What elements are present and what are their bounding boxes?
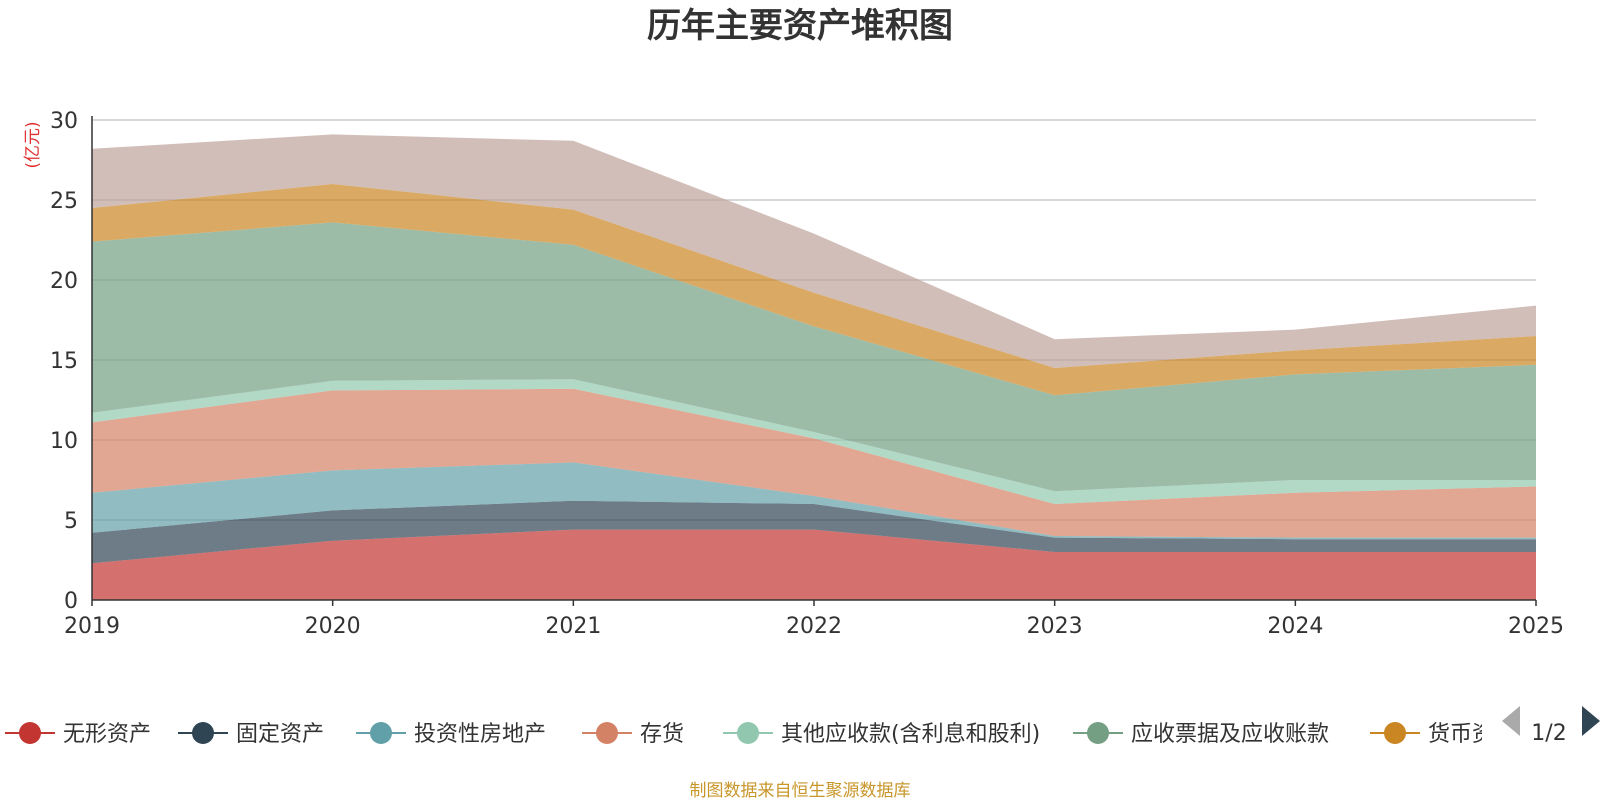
legend-label: 固定资产 — [236, 722, 324, 747]
legend-pager: 1/2 — [1502, 706, 1600, 746]
legend-label: 存货 — [640, 722, 684, 747]
y-tick-label: 20 — [50, 269, 78, 294]
x-tick-label: 2025 — [1508, 614, 1564, 639]
legend-marker — [1384, 722, 1406, 744]
y-axis-unit: (亿元) — [23, 121, 43, 168]
legend-label: 投资性房地产 — [414, 722, 546, 747]
area-series-7 — [92, 134, 1536, 368]
y-tick-label: 10 — [50, 429, 78, 454]
data-source-note: 制图数据来自恒生聚源数据库 — [690, 781, 911, 800]
legend-prev-icon[interactable] — [1502, 706, 1520, 736]
area-series-group — [92, 134, 1536, 600]
y-tick-label: 25 — [50, 189, 78, 214]
x-tick-label: 2021 — [545, 614, 601, 639]
chart-title: 历年主要资产堆积图 — [647, 6, 953, 46]
legend-page-indicator: 1/2 — [1531, 721, 1566, 746]
legend-item-4[interactable]: 其他应收款(含利息和股利) — [723, 722, 1040, 747]
area-series-6 — [92, 184, 1536, 396]
legend-item-0[interactable]: 无形资产 — [5, 722, 151, 747]
area-series-2 — [92, 462, 1536, 540]
legend-label: 无形资产 — [63, 722, 151, 747]
legend-marker — [370, 722, 392, 744]
legend-next-icon[interactable] — [1582, 706, 1600, 736]
legend-label: 货币资金 — [1428, 722, 1516, 747]
y-tick-label: 5 — [64, 509, 78, 534]
legend: 无形资产 固定资产 投资性房地产 存货 其他应收款(含利息和股利) 应收票据及应收账款 货币… — [5, 722, 1516, 747]
y-tick-label: 0 — [64, 589, 78, 614]
area-series-1 — [92, 500, 1536, 564]
legend-item-1[interactable]: 固定资产 — [178, 722, 324, 747]
x-tick-label: 2019 — [64, 614, 120, 639]
x-tick-label: 2023 — [1027, 614, 1083, 639]
x-tick-label: 2024 — [1267, 614, 1323, 639]
legend-item-5[interactable]: 应收票据及应收账款 — [1073, 722, 1329, 747]
legend-item-6[interactable]: 货币资金 — [1370, 722, 1516, 747]
legend-marker — [1087, 722, 1109, 744]
area-series-0 — [92, 529, 1536, 600]
area-series-3 — [92, 388, 1536, 538]
legend-label: 其他应收款(含利息和股利) — [781, 722, 1040, 747]
legend-marker — [596, 722, 618, 744]
x-tick-label: 2022 — [786, 614, 842, 639]
area-series-5 — [92, 222, 1536, 492]
legend-marker — [737, 722, 759, 744]
y-tick-label: 30 — [50, 109, 78, 134]
legend-item-3[interactable]: 存货 — [582, 722, 684, 747]
x-tick-label: 2020 — [305, 614, 361, 639]
legend-marker — [19, 722, 41, 744]
legend-item-2[interactable]: 投资性房地产 — [356, 722, 546, 747]
legend-label: 应收票据及应收账款 — [1131, 722, 1329, 747]
y-tick-label: 15 — [50, 349, 78, 374]
legend-marker — [192, 722, 214, 744]
